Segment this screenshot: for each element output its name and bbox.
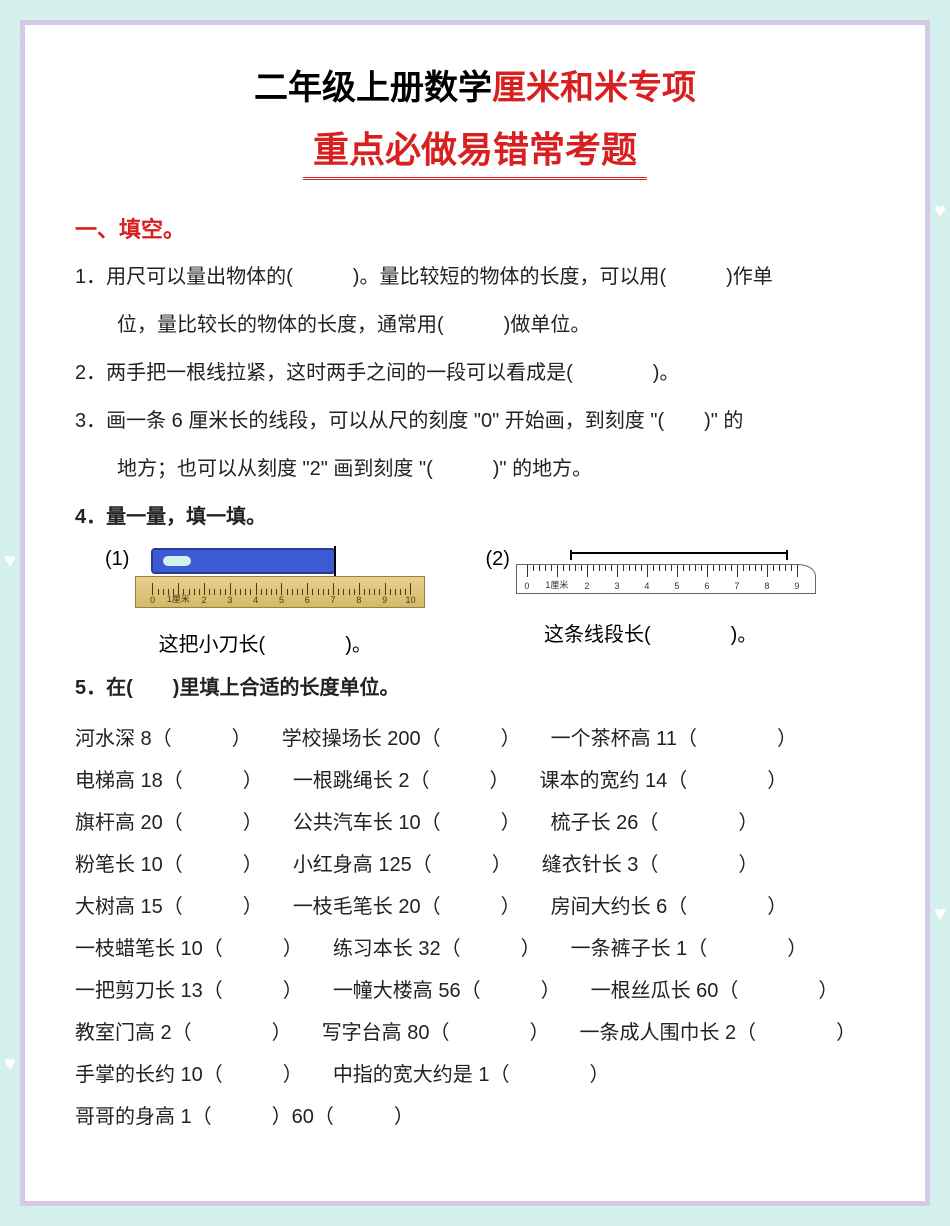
ruler-1-graphic: 0 1厘米 2 3 4 5 6 7 8 9 10: [135, 548, 425, 608]
unit-item: 旗杆高 20（ ）: [75, 803, 263, 843]
unit-item: 一个茶杯高 11（ ）: [551, 719, 797, 759]
unit-item: 梳子长 26（ ）: [551, 803, 759, 843]
unit-item: 哥哥的身高 1（ ）60（ ）: [75, 1097, 414, 1137]
ruler-mark-number: 2: [584, 581, 589, 591]
units-row: 哥哥的身高 1（ ）60（ ）: [75, 1097, 875, 1137]
diagram-1-label: (1): [105, 548, 129, 571]
main-title: 二年级上册数学厘米和米专项: [75, 60, 875, 109]
ruler-mark-number: 3: [227, 595, 232, 605]
ruler-mark-number: 7: [331, 595, 336, 605]
knife-hole: [163, 556, 191, 566]
ruler-mark-number: 8: [356, 595, 361, 605]
unit-item: 一枝毛笔长 20（ ）: [293, 887, 521, 927]
unit-item: 小红身高 125（ ）: [293, 845, 512, 885]
units-row: 旗杆高 20（ ） 公共汽车长 10（ ） 梳子长 26（ ）: [75, 803, 875, 843]
decoration-heart: ♥: [4, 550, 16, 573]
ruler-2-body: 0 1厘米 2 3 4 5 6 7 8 9: [516, 564, 816, 594]
ruler-mark-number: 9: [382, 595, 387, 605]
diagram-1-caption: 这把小刀长( )。: [159, 628, 372, 657]
diagram-2: (2) 0 1厘米 2 3 4 5 6 7 8 9 这条线段长( )。: [485, 548, 815, 657]
units-row: 一枝蜡笔长 10（ ） 练习本长 32（ ） 一条裤子长 1（ ）: [75, 929, 875, 969]
ruler-2-marks: 0 1厘米 2 3 4 5 6 7 8 9: [517, 565, 815, 593]
line-end-left: [570, 550, 572, 560]
unit-item: 一根跳绳长 2（ ）: [293, 761, 510, 801]
ruler-mark-number: 4: [644, 581, 649, 591]
unit-item: 课本的宽约 14（ ）: [540, 761, 788, 801]
units-row: 一把剪刀长 13（ ） 一幢大楼高 56（ ） 一根丝瓜长 60（ ）: [75, 971, 875, 1011]
content-area: 二年级上册数学厘米和米专项 重点必做易错常考题 一、填空。 1．用尺可以量出物体…: [25, 25, 925, 1169]
page-frame: 二年级上册数学厘米和米专项 重点必做易错常考题 一、填空。 1．用尺可以量出物体…: [20, 20, 930, 1206]
ruler-mark-number: 1厘米: [545, 578, 568, 591]
unit-item: 一根丝瓜长 60（ ）: [591, 971, 839, 1011]
decoration-heart: ♥: [4, 1053, 16, 1076]
ruler-mark-number: 8: [764, 581, 769, 591]
unit-item: 公共汽车长 10（ ）: [293, 803, 521, 843]
question-4-header: 4．量一量，填一填。: [75, 496, 875, 538]
ruler-2-graphic: 0 1厘米 2 3 4 5 6 7 8 9: [516, 548, 816, 598]
knife-tick: [334, 546, 336, 580]
unit-item: 一条成人围巾长 2（ ）: [580, 1013, 857, 1053]
question-5-header: 5．在( )里填上合适的长度单位。: [75, 667, 875, 709]
title-part2: 厘米和米专项: [492, 69, 696, 107]
units-row: 手掌的长约 10（ ） 中指的宽大约是 1（ ）: [75, 1055, 875, 1095]
ruler-mark-number: 10: [405, 595, 415, 605]
units-row: 河水深 8（ ） 学校操场长 200（ ） 一个茶杯高 11（ ）: [75, 719, 875, 759]
unit-item: 电梯高 18（ ）: [75, 761, 263, 801]
ruler-mark-number: 2: [202, 595, 207, 605]
ruler-mark-number: 6: [305, 595, 310, 605]
diagram-2-caption: 这条线段长( )。: [544, 618, 757, 647]
title-part1: 二年级上册数学: [254, 69, 492, 107]
unit-item: 一条裤子长 1（ ）: [571, 929, 808, 969]
ruler-1-body: 0 1厘米 2 3 4 5 6 7 8 9 10: [135, 576, 425, 608]
units-grid: 河水深 8（ ）学校操场长 200（ ）一个茶杯高 11（ ）电梯高 18（ ）…: [75, 719, 875, 1137]
unit-item: 中指的宽大约是 1（ ）: [333, 1055, 610, 1095]
unit-item: 一把剪刀长 13（ ）: [75, 971, 303, 1011]
ruler-mark-number: 9: [794, 581, 799, 591]
line-end-right: [786, 550, 788, 560]
unit-item: 学校操场长 200（ ）: [282, 719, 521, 759]
unit-item: 房间大约长 6（ ）: [551, 887, 788, 927]
question-3: 3．画一条 6 厘米长的线段，可以从尺的刻度 "0" 开始画，到刻度 "( )"…: [75, 400, 875, 442]
line-segment: [570, 552, 788, 562]
ruler-1-marks: 0 1厘米 2 3 4 5 6 7 8 9 10: [136, 577, 424, 607]
units-row: 粉笔长 10（ ） 小红身高 125（ ） 缝衣针长 3（ ）: [75, 845, 875, 885]
ruler-mark-number: 6: [704, 581, 709, 591]
ruler-mark-number: 4: [253, 595, 258, 605]
unit-item: 一枝蜡笔长 10（ ）: [75, 929, 303, 969]
question-2: 2．两手把一根线拉紧，这时两手之间的一段可以看成是( )。: [75, 352, 875, 394]
question-1-cont: 位，量比较长的物体的长度，通常用( )做单位。: [75, 304, 875, 346]
decoration-heart: ♥: [934, 903, 946, 926]
subtitle: 重点必做易错常考题: [303, 121, 647, 180]
ruler-mark-number: 0: [150, 595, 155, 605]
units-row: 教室门高 2（ ） 写字台高 80（ ） 一条成人围巾长 2（ ）: [75, 1013, 875, 1053]
units-row: 电梯高 18（ ） 一根跳绳长 2（ ） 课本的宽约 14（ ）: [75, 761, 875, 801]
subtitle-wrap: 重点必做易错常考题: [75, 121, 875, 198]
ruler-mark-number: 0: [524, 581, 529, 591]
unit-item: 手掌的长约 10（ ）: [75, 1055, 303, 1095]
unit-item: 教室门高 2（ ）: [75, 1013, 292, 1053]
unit-item: 缝衣针长 3（ ）: [542, 845, 759, 885]
knife-shape: [151, 548, 336, 574]
unit-item: 粉笔长 10（ ）: [75, 845, 263, 885]
ruler-mark-number: 5: [674, 581, 679, 591]
ruler-mark-number: 1厘米: [167, 592, 190, 605]
question-3-cont: 地方；也可以从刻度 "2" 画到刻度 "( )" 的地方。: [75, 448, 875, 490]
ruler-mark-number: 7: [734, 581, 739, 591]
unit-item: 一幢大楼高 56（ ）: [333, 971, 561, 1011]
unit-item: 写字台高 80（ ）: [322, 1013, 550, 1053]
ruler-mark-number: 3: [614, 581, 619, 591]
unit-item: 练习本长 32（ ）: [333, 929, 541, 969]
question-1: 1．用尺可以量出物体的( )。量比较短的物体的长度，可以用( )作单: [75, 256, 875, 298]
units-row: 大树高 15（ ） 一枝毛笔长 20（ ） 房间大约长 6（ ）: [75, 887, 875, 927]
ruler-mark-number: 5: [279, 595, 284, 605]
diagram-2-label: (2): [485, 548, 509, 571]
diagrams-row: (1) 0 1厘米 2 3 4 5 6 7 8 9 10 这把小刀长( )。: [105, 548, 875, 657]
section-1-header: 一、填空。: [75, 212, 875, 244]
unit-item: 大树高 15（ ）: [75, 887, 263, 927]
decoration-heart: ♥: [934, 200, 946, 223]
diagram-1: (1) 0 1厘米 2 3 4 5 6 7 8 9 10 这把小刀长( )。: [105, 548, 425, 657]
unit-item: 河水深 8（ ）: [75, 719, 252, 759]
